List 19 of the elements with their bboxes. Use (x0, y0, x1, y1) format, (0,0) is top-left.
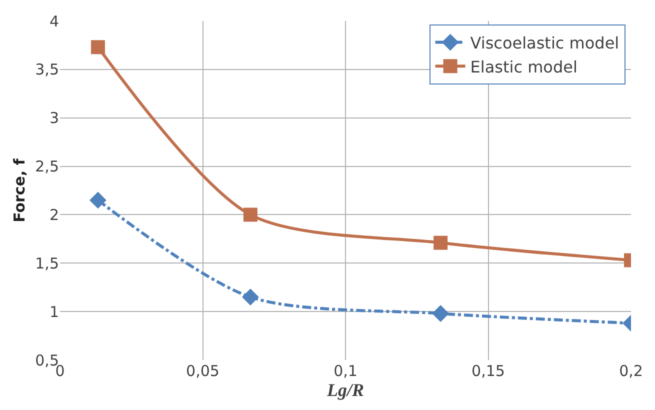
y-tick-label: 3,5 (35, 60, 59, 79)
x-tick-label: 0,1 (334, 362, 358, 380)
legend-label: Viscoelastic model (470, 34, 620, 53)
y-tick-label: 1,5 (35, 254, 59, 272)
point (90, 40, 105, 54)
legend-label: Elastic model (470, 57, 578, 76)
y-tick-label: 2,5 (35, 158, 59, 176)
y-tick-label: 1 (49, 302, 59, 321)
y-tick-label: 4 (49, 12, 59, 30)
point (243, 208, 258, 222)
point (242, 288, 259, 306)
y-axis-title: Force, f (10, 158, 28, 222)
point (90, 192, 106, 209)
y-tick-label: 3 (49, 109, 59, 128)
x-axis-title: Lg/R (326, 380, 364, 400)
y-tick-label: 2 (49, 206, 59, 224)
x-tick-label: 0,2 (619, 362, 643, 380)
x-tick-label: 0,15 (472, 362, 505, 380)
x-tick-label: 0,05 (186, 362, 220, 380)
